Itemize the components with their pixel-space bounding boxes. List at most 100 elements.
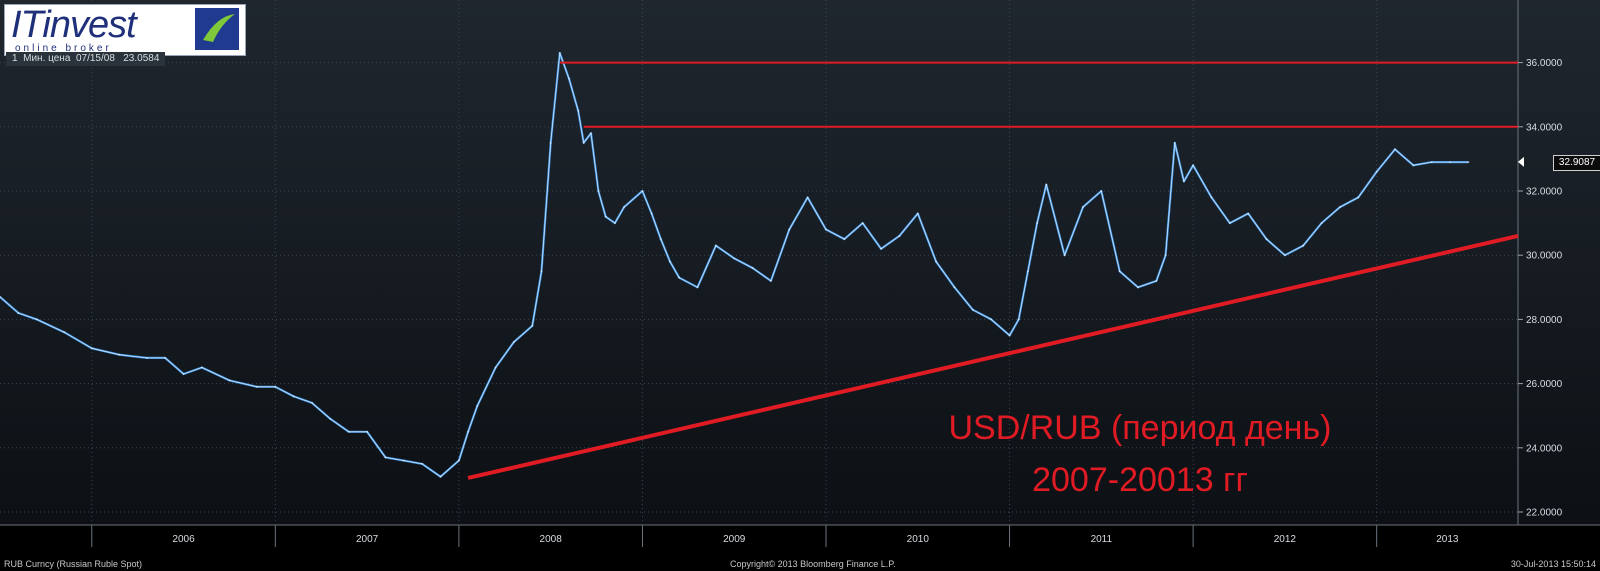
price-point [1265, 238, 1268, 241]
price-point [971, 308, 974, 311]
price-point [90, 347, 93, 350]
price-point [604, 215, 607, 218]
chart-annotation-title: USD/RUB (период день) 2007-20013 гг [840, 402, 1440, 506]
support-trend-line [467, 233, 1519, 480]
logo-name: ITinvest [11, 4, 137, 46]
price-point [256, 385, 258, 388]
price-point [641, 190, 644, 192]
price-point [467, 430, 469, 433]
price-point [1283, 254, 1286, 257]
price-point [439, 475, 442, 478]
price-point [1137, 286, 1139, 289]
price-point [1375, 170, 1378, 173]
price-point [311, 401, 313, 404]
x-tick-label: 2012 [1274, 534, 1297, 545]
y-tick-label: 36.0000 [1526, 58, 1563, 69]
price-point [733, 257, 736, 260]
price-point [201, 366, 203, 369]
price-point [1430, 161, 1433, 164]
info-value: 23.0584 [123, 53, 160, 64]
x-tick-label: 2013 [1436, 534, 1459, 545]
price-point [880, 247, 882, 250]
price-point [825, 228, 827, 231]
price-point [568, 77, 570, 80]
y-tick-label: 24.0000 [1526, 443, 1563, 454]
price-point [788, 228, 791, 231]
price-point [1302, 244, 1305, 247]
footer-timestamp: 30-Jul-2013 15:50:14 [1510, 559, 1596, 569]
price-point [0, 296, 1, 298]
price-point [540, 270, 543, 273]
price-point [1164, 254, 1167, 257]
price-point [806, 196, 809, 199]
footer-ticker: RUB Curncy (Russian Ruble Spot) [4, 559, 143, 569]
price-point [678, 276, 681, 279]
footer-copyright: Copyright© 2013 Bloomberg Finance L.P. [730, 559, 896, 569]
x-tick-label: 2007 [356, 534, 379, 545]
x-tick-label: 2010 [907, 534, 930, 545]
footer-bar: RUB Curncy (Russian Ruble Spot) Copyrigh… [0, 558, 1600, 571]
price-point [63, 331, 66, 334]
price-point [421, 462, 424, 465]
price-point [292, 395, 295, 398]
price-point [898, 235, 901, 237]
price-point [1155, 279, 1158, 282]
price-point [164, 357, 167, 359]
price-point [590, 132, 592, 135]
price-point [513, 340, 515, 343]
min-price-info: 1 Мин. цена 07/15/08 23.0584 [6, 52, 166, 66]
price-point [1008, 334, 1011, 337]
logo-tagline: online broker [15, 43, 112, 54]
annotation-line-2: 2007-20013 гг [1032, 461, 1248, 499]
price-point [1045, 183, 1048, 186]
price-point [953, 286, 956, 289]
price-point [597, 190, 600, 192]
y-tick-label: 22.0000 [1526, 508, 1563, 519]
info-label: Мин. цена [23, 53, 71, 64]
price-point [669, 260, 671, 263]
price-point [714, 244, 717, 247]
logo-mark-icon [195, 8, 239, 50]
price-point [145, 357, 148, 359]
price-point [1118, 270, 1121, 273]
price-point [1320, 222, 1323, 225]
price-point [1228, 222, 1231, 225]
y-tick-label: 26.0000 [1526, 379, 1563, 390]
price-point [347, 430, 350, 433]
price-point [843, 238, 846, 241]
price-point [228, 379, 231, 382]
price-point [1210, 196, 1213, 199]
x-tick-label: 2011 [1091, 534, 1113, 545]
price-point [1412, 164, 1415, 167]
info-date: 07/15/08 [75, 53, 115, 64]
price-point [1017, 318, 1020, 321]
price-point [1467, 161, 1470, 164]
price-point [329, 418, 332, 420]
price-point [696, 286, 699, 289]
price-point [1173, 141, 1176, 144]
price-point [35, 318, 38, 321]
price-point [990, 318, 993, 321]
price-point [366, 430, 369, 433]
price-point [402, 459, 405, 462]
price-point [182, 373, 185, 375]
price-point [494, 366, 497, 369]
y-tick-label: 34.0000 [1526, 122, 1563, 133]
x-axis-band [0, 525, 1600, 558]
price-point [650, 212, 653, 215]
price-point [916, 212, 919, 215]
price-point [118, 353, 121, 356]
price-point [582, 141, 585, 144]
price-point [1394, 148, 1396, 151]
price-point [935, 260, 938, 263]
x-tick-label: 2006 [172, 534, 195, 545]
itinvest-logo: ITinvest online broker [4, 4, 246, 56]
price-point [1082, 206, 1084, 208]
price-point [770, 279, 772, 282]
price-point [1036, 222, 1038, 225]
price-point [1027, 270, 1029, 273]
y-tick-label: 30.0000 [1526, 251, 1563, 262]
price-point [751, 267, 754, 269]
price-point [1357, 196, 1360, 199]
